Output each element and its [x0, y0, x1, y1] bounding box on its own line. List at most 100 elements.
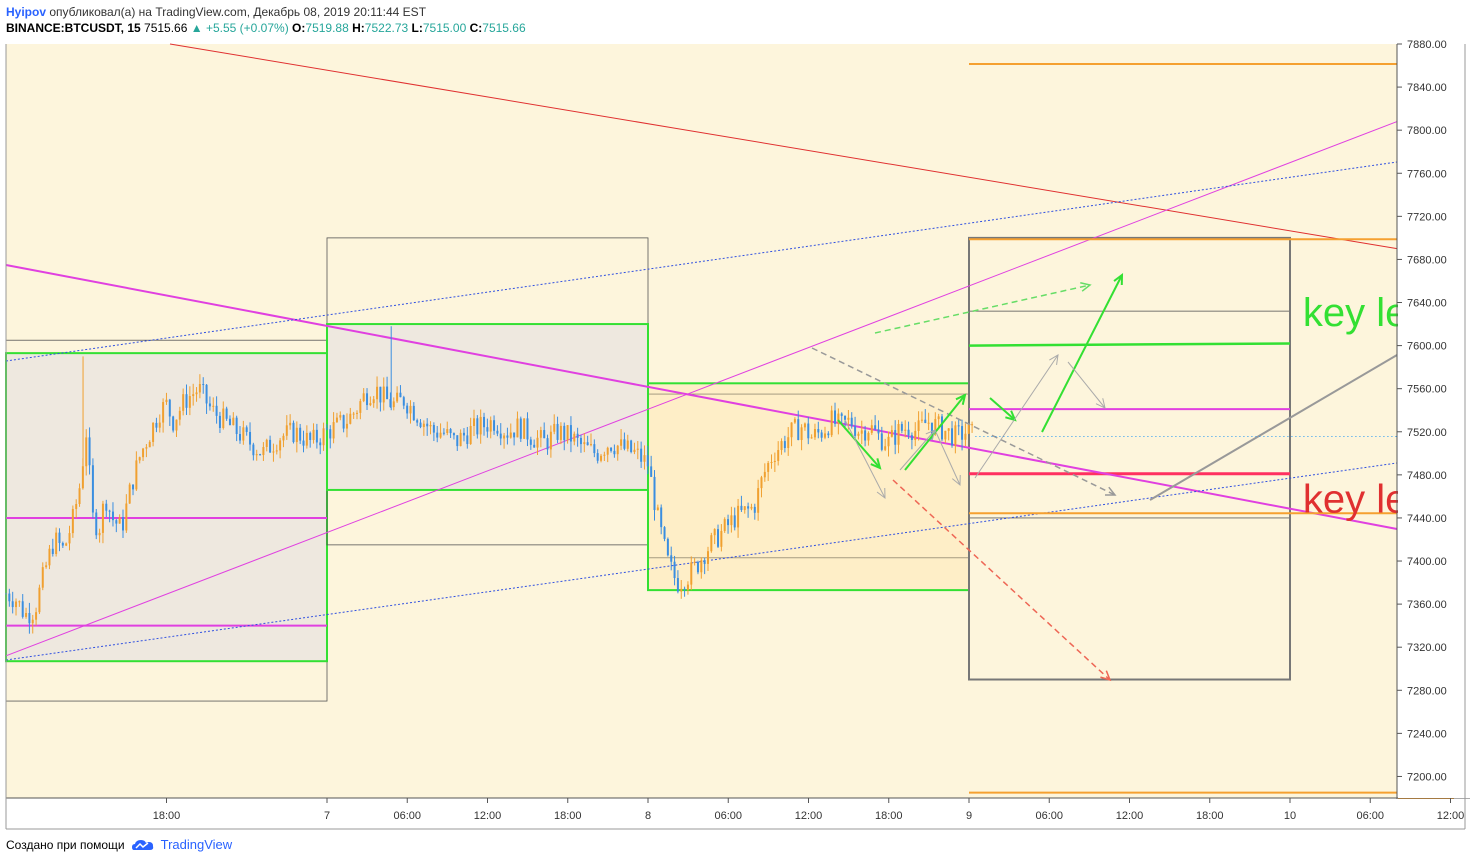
candle-body: [202, 384, 205, 386]
candle-body: [656, 507, 659, 511]
candle-body: [523, 418, 526, 439]
candle-body: [957, 425, 960, 427]
candle-body: [289, 422, 292, 426]
candle-body: [476, 418, 479, 435]
candle-body: [870, 425, 873, 433]
candle-body: [519, 418, 522, 439]
candle-body: [489, 420, 492, 432]
candle-body: [436, 432, 439, 438]
low-label: L:: [411, 21, 423, 35]
y-axis-bg: [1398, 44, 1470, 798]
candle-body: [259, 454, 262, 456]
arrow-green-1-head: [870, 458, 882, 470]
candle-body: [880, 433, 883, 450]
candle-body: [366, 393, 369, 406]
candle-body: [128, 484, 131, 504]
candle-body: [175, 419, 178, 431]
candle-body: [887, 436, 890, 447]
candle-body: [583, 442, 586, 445]
candle-body: [499, 433, 502, 439]
candle-body: [242, 427, 245, 441]
arrow-green-1: [837, 419, 881, 469]
axes: 7200.00 7240.00 7280.00 7320.00 7360.00 7400.…: [5, 39, 1470, 830]
symbol-label[interactable]: BINANCE:BTCUSDT, 15: [6, 21, 141, 35]
candle-body: [145, 447, 148, 449]
candle-body: [606, 447, 609, 455]
candle-body: [613, 450, 616, 455]
candle-body: [620, 439, 623, 446]
arrow-green-3-head: [1005, 410, 1017, 422]
x-tick-label: 12:00: [795, 810, 823, 822]
candle-body: [914, 430, 917, 440]
magenta-thin-trendline: [5, 121, 1398, 657]
candle-body: [930, 422, 933, 434]
candle-body: [235, 417, 238, 435]
candle-body: [703, 560, 706, 564]
candle-body: [920, 419, 923, 421]
candle-body: [670, 555, 673, 562]
candle-body: [222, 408, 225, 428]
candle-body: [469, 425, 472, 445]
candle-body: [543, 430, 546, 439]
x-tick-label: 06:00: [1356, 810, 1384, 822]
chart-header: Hyipov опубликовал(а) на TradingView.com…: [6, 4, 1006, 36]
arrow-green-3: [989, 397, 1016, 421]
candle-body: [904, 429, 907, 431]
candle-body: [282, 435, 285, 441]
candle-body: [740, 505, 743, 510]
candle-body: [279, 440, 282, 451]
candle-body: [700, 560, 703, 573]
footer-brand[interactable]: TradingView: [160, 837, 233, 852]
candle-body: [864, 430, 867, 441]
candle-body: [763, 471, 766, 478]
candle-body: [900, 424, 903, 431]
candle-body: [713, 529, 716, 536]
candle-body: [800, 427, 803, 441]
candle-body: [813, 429, 816, 438]
candle-body: [723, 519, 726, 531]
candle-body: [730, 515, 733, 526]
candle-body: [91, 465, 94, 513]
candle-body: [215, 405, 218, 416]
candle-body: [847, 417, 850, 420]
candle-body: [249, 431, 252, 445]
candle-body: [41, 567, 44, 588]
candle-body: [823, 433, 826, 438]
candle-body: [188, 396, 191, 408]
candle-body: [890, 430, 893, 437]
candle-body: [269, 439, 272, 453]
plot-area[interactable]: [6, 44, 1397, 798]
candle-body: [466, 435, 469, 445]
candle-body: [272, 451, 275, 453]
range-boxes: [5, 236, 1291, 702]
candle-body: [426, 423, 429, 427]
candle-body: [563, 425, 566, 441]
arrow-gray-1: [844, 419, 886, 499]
candle-body: [125, 503, 128, 531]
candle-body: [95, 512, 98, 536]
arrow-green-4: [1041, 274, 1123, 433]
author-name[interactable]: Hyipov: [6, 5, 47, 19]
candle-body: [683, 588, 686, 591]
candle-body: [643, 455, 646, 462]
candle-body: [951, 428, 954, 446]
candle-body: [312, 429, 315, 441]
candle-body: [663, 527, 666, 539]
candle-body: [840, 413, 843, 416]
candle-body: [727, 519, 730, 526]
candle-body: [636, 448, 639, 450]
candle-body: [586, 442, 589, 446]
candle-body: [462, 432, 465, 436]
candle-body: [439, 432, 442, 438]
candle-body: [88, 437, 91, 466]
arrow-green-2: [904, 394, 966, 471]
candle-body: [750, 506, 753, 509]
candle-body: [820, 432, 823, 438]
candle-body: [78, 488, 81, 505]
candle-body: [349, 413, 352, 424]
candle-body: [315, 429, 318, 443]
candle-body: [51, 548, 54, 554]
tradingview-cloud-icon: [131, 839, 153, 850]
candle-body: [706, 551, 709, 564]
